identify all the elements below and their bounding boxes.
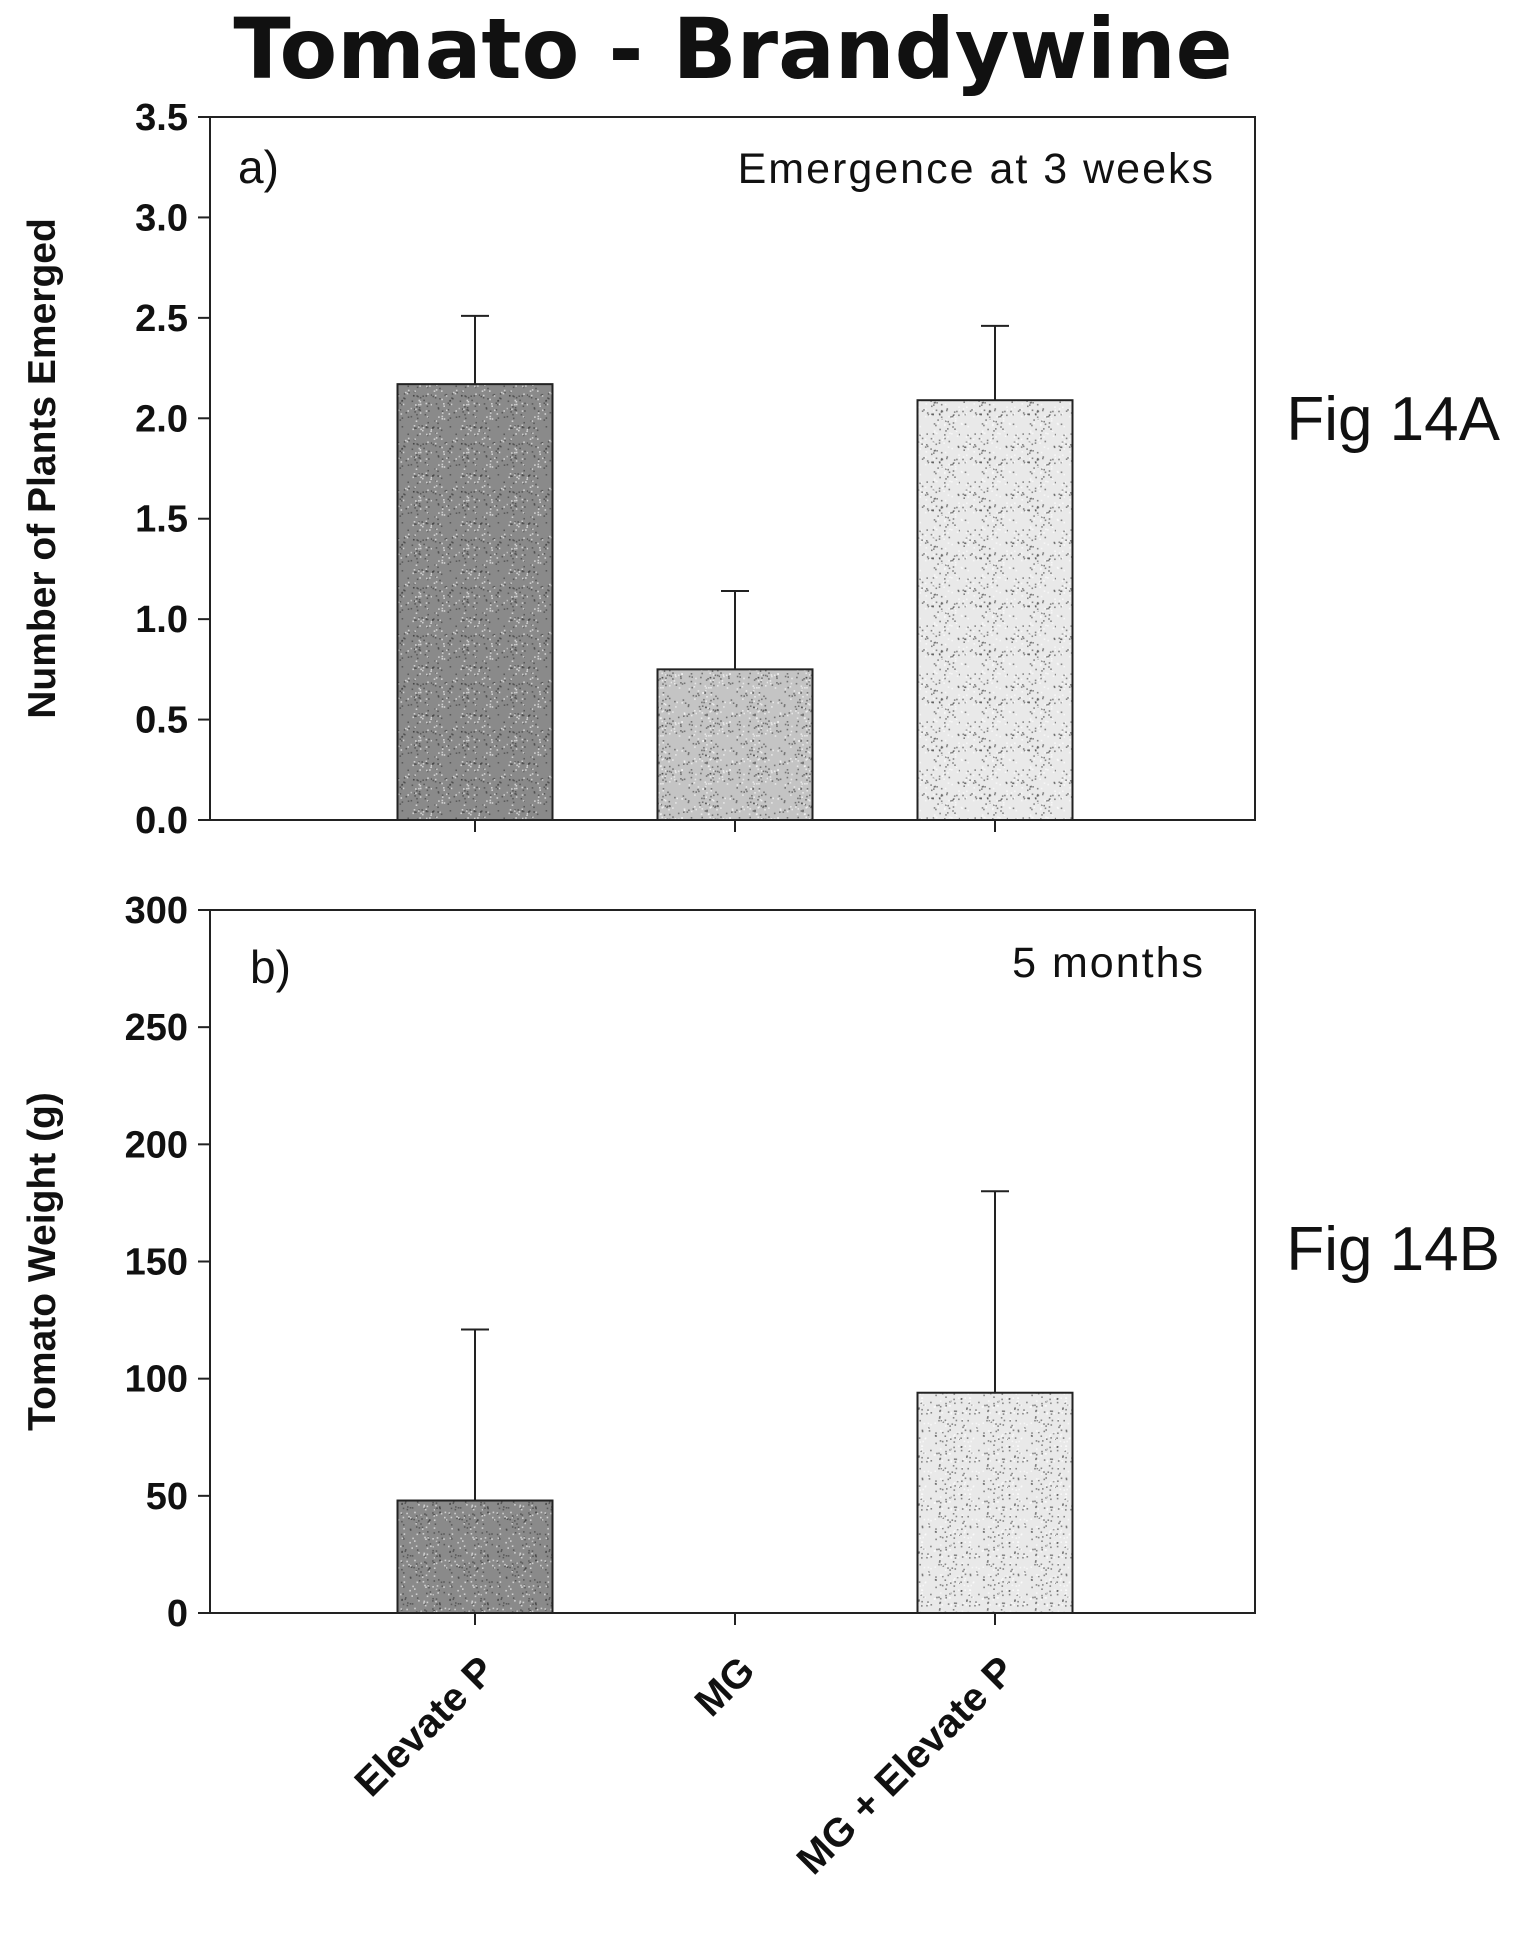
y-tick-label: 0.5 [135,700,188,742]
bar-elevate-p [396,1499,554,1615]
bar-mg-elevate-p [916,1391,1074,1615]
y-tick-label: 250 [125,1007,188,1049]
y-axis-title: Number of Plants Emerged [21,218,64,719]
fig-label-14b: Fig 14B [1286,1215,1500,1284]
x-category-label: MG [687,1648,764,1725]
y-tick-label: 300 [125,890,188,932]
y-tick-label: 0.0 [135,800,188,842]
fig-label-14a: Fig 14A [1286,385,1500,454]
bar-mg [656,668,814,821]
panel-a-chart: 0.0 0.5 1.0 1.5 2.0 2.5 3.0 3.5 Number of Plants… [21,97,1256,842]
y-axis-title: Tomato Weight (g) [21,1092,64,1431]
x-category-label: MG + Elevate P [789,1648,1024,1883]
panel-label: b) [250,941,291,993]
panel-b-chart: 0 50 100 150 200 250 300 Tomato Weight (g) b) 5 m… [21,890,1256,1883]
y-tick-label: 100 [125,1359,188,1401]
bar-mg-elevate-p [916,399,1074,821]
panel-annotation: 5 months [1012,939,1205,987]
x-category-label: Elevate P [346,1648,503,1805]
y-tick-label: 2.5 [135,298,188,340]
y-tick-label: 0 [167,1593,188,1635]
y-tick-label: 3.5 [135,97,188,139]
y-tick-label: 3.0 [135,197,188,239]
figure-title: Tomato - Brandywine [233,0,1232,98]
y-tick-label: 1.5 [135,499,188,541]
bar-elevate-p [396,383,554,821]
y-tick-label: 1.0 [135,599,188,641]
panel-label: a) [238,141,279,193]
plot-frame [209,909,1256,1614]
y-tick-label: 150 [125,1242,188,1284]
y-tick-label: 50 [146,1476,188,1518]
y-tick-label: 200 [125,1124,188,1166]
panel-annotation: Emergence at 3 weeks [738,145,1215,193]
y-tick-label: 2.0 [135,398,188,440]
